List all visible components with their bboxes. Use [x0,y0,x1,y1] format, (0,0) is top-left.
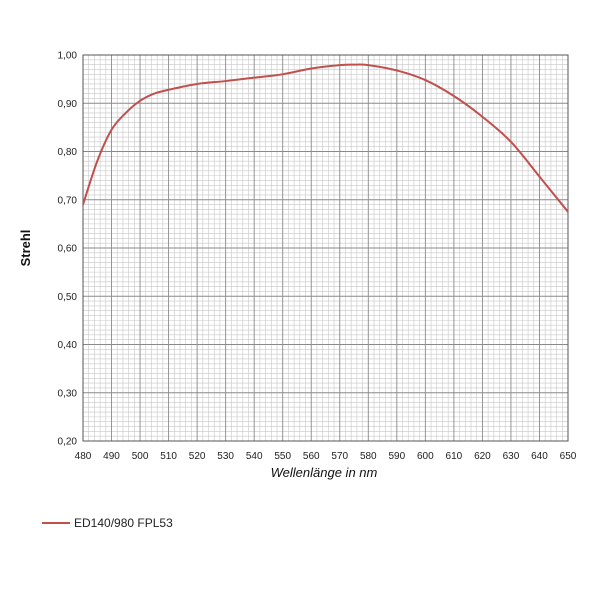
y-tick-label: 0,50 [58,292,78,303]
legend-swatch [42,522,70,524]
x-tick-label: 480 [75,451,92,462]
x-axis-label: Wellenlänge in nm [271,465,378,480]
x-tick-label: 510 [160,451,177,462]
y-tick-label: 1,00 [58,51,78,62]
y-tick-label: 0,90 [58,99,78,110]
y-tick-labels: 0,20 0,30 0,40 0,50 0,60 0,70 0,80 0,90 1,00 [58,51,78,448]
y-tick-label: 0,20 [58,437,78,448]
x-tick-label: 520 [189,451,206,462]
y-tick-label: 0,30 [58,388,78,399]
x-tick-label: 580 [360,451,377,462]
x-tick-label: 530 [217,451,234,462]
y-tick-label: 0,60 [58,244,78,255]
y-axis-label: Strehl [18,230,33,267]
x-tick-label: 620 [474,451,491,462]
x-tick-label: 540 [246,451,263,462]
x-tick-label: 640 [531,451,548,462]
plot-frame [82,54,569,442]
x-tick-label: 550 [274,451,291,462]
x-tick-label: 500 [132,451,149,462]
x-tick-label: 600 [417,451,434,462]
x-tick-label: 610 [446,451,463,462]
legend: ED140/980 FPL53 [42,516,173,530]
y-tick-label: 0,80 [58,147,78,158]
x-tick-label: 590 [388,451,405,462]
x-tick-label: 490 [103,451,120,462]
legend-label: ED140/980 FPL53 [74,516,173,530]
series-layer [82,63,569,213]
y-tick-label: 0,70 [58,195,78,206]
x-tick-labels: 480 490 500 510 520 530 540 550 560 570 580 590 600 6… [75,451,577,462]
series-line [82,63,569,213]
x-tick-label: 570 [331,451,348,462]
x-tick-label: 560 [303,451,320,462]
y-tick-label: 0,40 [58,340,78,351]
x-tick-label: 650 [560,451,577,462]
x-tick-label: 630 [503,451,520,462]
